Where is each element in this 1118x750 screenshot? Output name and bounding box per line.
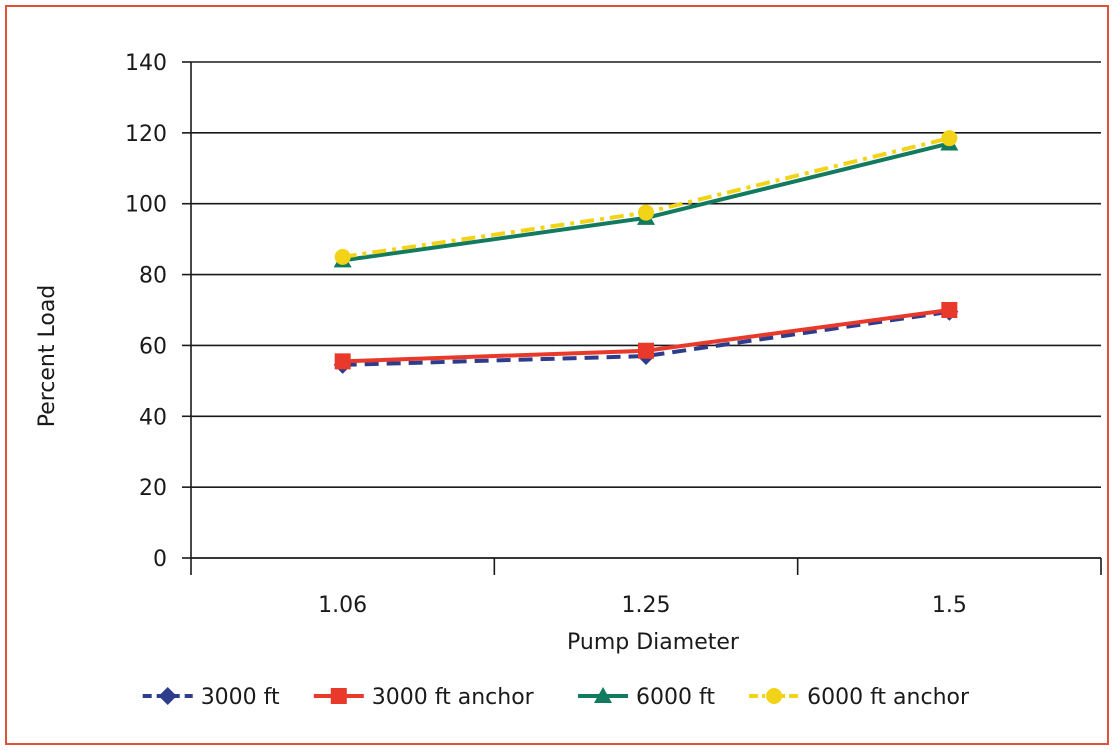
y-tick-label: 40: [139, 405, 167, 430]
x-tick-label: 1.25: [622, 593, 671, 618]
data-point: [638, 342, 654, 359]
chart-frame: 0 20 40 60 80 100 120 140 1.06 1.25 1.5 Percent Lo…: [5, 5, 1109, 745]
legend: 3000 ft 3000 ft anchor 6000 ft 6000 ft anch…: [142, 685, 970, 710]
line-chart: 0 20 40 60 80 100 120 140 1.06 1.25 1.5 Percent Lo…: [35, 51, 1102, 710]
data-point: [334, 248, 351, 265]
y-tick-label: 80: [139, 264, 167, 289]
series-4: [334, 130, 958, 265]
legend-label: 3000 ft: [201, 685, 280, 710]
y-tick-label: 120: [125, 122, 167, 147]
data-point: [638, 204, 654, 221]
series-2: [334, 302, 958, 370]
legend-marker: [594, 687, 612, 703]
y-tick-label: 20: [139, 476, 167, 501]
legend-label: 3000 ft anchor: [372, 685, 535, 710]
x-axis-title: Pump Diameter: [567, 630, 740, 655]
y-tick-label: 0: [153, 547, 167, 572]
series-lines: [333, 130, 959, 374]
legend-marker: [158, 687, 177, 705]
legend-marker: [330, 688, 347, 704]
data-point: [941, 302, 958, 318]
series-1: [333, 302, 959, 374]
series-3: [333, 134, 959, 268]
legend-item: 6000 ft: [578, 685, 715, 710]
legend-label: 6000 ft: [636, 685, 715, 710]
legend-marker: [766, 688, 783, 704]
legend-item: 6000 ft anchor: [749, 685, 970, 710]
y-tick-label: 100: [125, 193, 167, 218]
y-axis-title: Percent Load: [35, 285, 60, 428]
series-line: [342, 309, 950, 367]
legend-item: 3000 ft anchor: [313, 685, 535, 710]
series-line: [342, 136, 950, 259]
x-tick-label: 1.06: [318, 593, 367, 618]
gridlines: [191, 61, 1101, 559]
y-tick-label: 140: [125, 51, 167, 76]
y-tick-label: 60: [139, 334, 167, 359]
legend-label: 6000 ft anchor: [807, 685, 970, 710]
legend-item: 3000 ft: [142, 685, 280, 710]
tick-labels: 0 20 40 60 80 100 120 140 1.06 1.25 1.5: [125, 51, 967, 618]
data-point: [941, 130, 958, 147]
x-tick-label: 1.5: [932, 593, 967, 618]
axes: [182, 61, 1102, 575]
data-point: [334, 353, 351, 370]
